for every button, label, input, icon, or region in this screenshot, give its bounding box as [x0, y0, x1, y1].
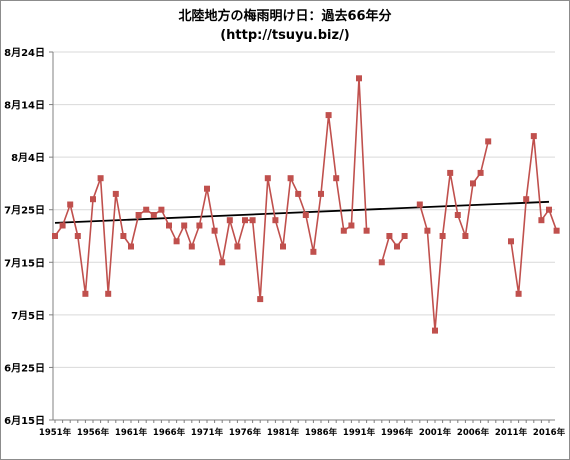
data-point: 1990年: 7月22日 — [348, 222, 355, 229]
data-point: 1986年: 7月28日 — [318, 190, 324, 197]
data-point: 1973年: 7月15日 — [219, 259, 226, 266]
x-axis-ticks: 1951年 1956年 1961年 1966年 1971年 1976年 1981年 1986年… — [39, 427, 566, 438]
data-point: 1974年: 7月23日 — [226, 217, 233, 224]
data-point: 1962年: 7月24日 — [135, 212, 142, 218]
data-point: 2003年: 8月1日 — [447, 169, 454, 176]
data-point: 1960年: 7月20日 — [120, 233, 127, 239]
data-point: 1969年: 7月18日 — [188, 243, 195, 250]
y-tick-label: 7月15日 — [4, 257, 45, 269]
data-point: 1968年: 7月22日 — [181, 222, 188, 229]
data-point: 1956年: 7月27日 — [90, 196, 96, 203]
data-points: 1951年: 7月20日1952年: 7月22日 1953年: 7月26日 1954… — [52, 75, 560, 334]
x-tick-label: 2001年 — [419, 427, 452, 438]
data-point: 2013年: 7月27日 — [523, 196, 530, 203]
data-point: 1955年: 7月9日 — [82, 290, 89, 297]
data-point: 1983年: 7月28日 — [295, 190, 302, 197]
data-point: 1996年: 7月18日 — [394, 243, 400, 250]
data-point: 2011年: 7月19日 — [508, 238, 514, 245]
data-point: 1975年: 7月18日 — [234, 243, 241, 250]
data-point: 1957年: 7月31日 — [97, 175, 104, 182]
data-point: 1964年: 7月24日 — [150, 212, 157, 218]
x-tick-label: 1981年 — [267, 427, 300, 438]
data-point: 1958年: 7月9日 — [105, 290, 112, 297]
data-point: 1963年: 7月25日 — [143, 206, 150, 213]
data-point: 1978年: 7月8日 — [257, 296, 264, 303]
x-tick-label: 1956年 — [77, 427, 110, 438]
data-point: 1994年: 7月15日 — [378, 259, 385, 266]
x-tick-label: 1966年 — [153, 427, 186, 438]
data-point: 1979年: 7月31日 — [264, 175, 271, 182]
data-point: 1972年: 7月21日 — [211, 227, 218, 234]
data-point: 2015年: 7月23日 — [538, 217, 545, 224]
x-tick-label: 1986年 — [305, 427, 338, 438]
data-point: 2002年: 7月20日 — [439, 233, 446, 239]
y-tick-label: 8月4日 — [11, 152, 45, 164]
data-point: 2012年: 7月9日 — [515, 290, 522, 297]
y-tick-label: 7月5日 — [11, 310, 45, 322]
y-tick-label: 7月25日 — [4, 205, 45, 217]
data-point: 1959年: 7月28日 — [112, 190, 119, 197]
data-point: 1997年: 7月20日 — [401, 233, 408, 239]
data-point: 1961年: 7月18日 — [128, 243, 134, 250]
data-point: 1995年: 7月20日 — [386, 233, 393, 239]
x-tick-label: 1996年 — [381, 427, 414, 438]
chart-title: 北陸地方の梅雨明け日：過去66年分 — [178, 9, 392, 24]
data-point: 1989年: 7月21日 — [340, 227, 347, 234]
data-point: 1985年: 7月17日 — [310, 248, 317, 255]
x-tick-label: 1976年 — [229, 427, 262, 438]
data-point: 1999年: 7月26日 — [416, 201, 423, 208]
data-point: 1992年: 7月21日 — [363, 227, 370, 234]
y-axis-ticks: 6月15日 6月25日 7月5日 7月15日 7月25日 8月4日 8月14日 8月24日 — [4, 47, 45, 427]
data-point: 1951年: 7月20日 — [52, 233, 58, 239]
x-tick-label: 2011年 — [495, 427, 528, 438]
data-point: 2016年: 7月25日 — [546, 206, 552, 213]
data-point: 1954年: 7月20日 — [74, 233, 81, 239]
chart-subtitle: (http://tsuyu.biz/) — [220, 28, 350, 43]
series-line-group — [54, 77, 558, 332]
series-line — [54, 77, 558, 332]
data-point: 2008年: 8月7日 — [485, 138, 492, 145]
x-tick-label: 2016年 — [533, 427, 566, 438]
data-point: 2014年: 8月8日 — [530, 133, 537, 140]
data-point: undefined年: 7月21日 — [553, 227, 560, 234]
data-point: 1952年: 7月22日 — [59, 222, 66, 229]
data-point: 1982年: 7月31日 — [287, 175, 294, 182]
data-point: 1991年: 8月19日 — [356, 75, 362, 82]
data-point: 2007年: 8月1日 — [477, 169, 484, 176]
data-point: 2006年: 7月30日 — [470, 180, 476, 187]
data-point: 1953年: 7月26日 — [67, 201, 74, 208]
x-tick-label: 1951年 — [39, 427, 72, 438]
y-tick-label: 8月14日 — [4, 100, 45, 112]
data-point: 2005年: 7月20日 — [462, 233, 469, 239]
data-point: 1970年: 7月22日 — [196, 222, 203, 229]
data-point: 1971年: 7月29日 — [204, 185, 210, 192]
x-tick-label: 1971年 — [191, 427, 224, 438]
data-point: 1987年: 8月12日 — [325, 112, 332, 119]
data-point: 1984年: 7月24日 — [302, 212, 309, 218]
data-point: 1966年: 7月22日 — [166, 222, 172, 229]
data-point: 1980年: 7月23日 — [272, 217, 279, 224]
x-tick-label: 1961年 — [115, 427, 148, 438]
data-point: 1977年: 7月23日 — [249, 217, 256, 224]
data-point: 1965年: 7月25日 — [158, 206, 165, 213]
data-point: 1981年: 7月18日 — [280, 243, 286, 250]
data-point: 1967年: 7月19日 — [173, 238, 180, 245]
y-tick-label: 8月24日 — [4, 47, 45, 59]
data-point: 2004年: 7月24日 — [454, 212, 461, 218]
data-point: 1988年: 7月31日 — [333, 175, 340, 182]
data-point: 1976年: 7月23日 — [242, 217, 248, 224]
y-tick-label: 6月15日 — [4, 415, 45, 427]
x-tick-label: 1991年 — [343, 427, 376, 438]
x-tick-label: 2006年 — [457, 427, 490, 438]
data-point: 2000年: 7月21日 — [424, 227, 431, 234]
data-point: 2001年: 7月2日 — [432, 327, 438, 334]
y-tick-label: 6月25日 — [4, 362, 45, 374]
